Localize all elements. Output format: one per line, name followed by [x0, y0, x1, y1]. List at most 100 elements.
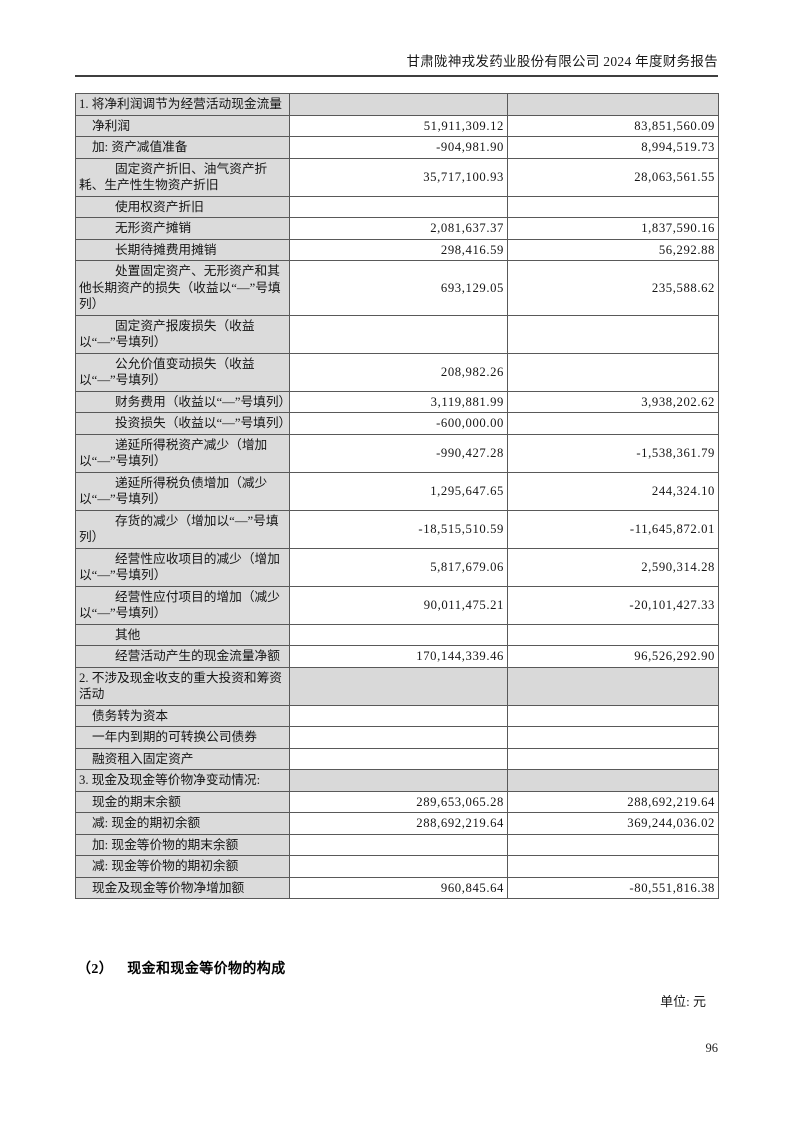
row-current-amount-cell: -904,981.90 [289, 136, 508, 159]
row-current-amount-cell: 289,653,065.28 [289, 790, 508, 813]
row-previous-amount-cell: -20,101,427.33 [507, 585, 719, 625]
row-previous-amount-cell: -1,538,361.79 [507, 433, 719, 473]
table-row: 固定资产报废损失（收益以“—”号填列） [75, 314, 719, 354]
table-row: 投资损失（收益以“—”号填列） -600,000.00 [75, 412, 719, 435]
header-rule [75, 75, 718, 77]
row-current-amount-cell: 90,011,475.21 [289, 585, 508, 625]
row-label-cell: 公允价值变动损失（收益以“—”号填列） [75, 352, 290, 392]
table-row: 净利润 51,911,309.12 83,851,560.09 [75, 114, 719, 137]
table-row: 公允价值变动损失（收益以“—”号填列） 208,982.26 [75, 352, 719, 392]
table-row: 3. 现金及现金等价物净变动情况: [75, 769, 719, 792]
row-previous-amount-cell [507, 833, 719, 856]
row-previous-amount-cell [507, 704, 719, 727]
row-label-cell: 存货的减少（增加以“—”号填列） [75, 509, 290, 549]
report-header-title: 甘肃陇神戎发药业股份有限公司 2024 年度财务报告 [406, 54, 718, 69]
row-current-amount-cell: 1,295,647.65 [289, 471, 508, 511]
row-label-cell: 债务转为资本 [75, 704, 290, 727]
row-label-cell: 减: 现金等价物的期初余额 [75, 855, 290, 878]
table-row: 无形资产摊销 2,081,637.37 1,837,590.16 [75, 217, 719, 240]
table-body: 1. 将净利润调节为经营活动现金流量 净利润 51,911,309.12 83,851… [75, 93, 719, 899]
row-previous-amount-cell: 369,244,036.02 [507, 812, 719, 835]
row-current-amount-cell [289, 93, 508, 116]
table-row: 减: 现金的期初余额 288,692,219.64 369,244,036.02 [75, 812, 719, 835]
row-label-cell: 其他 [75, 623, 290, 646]
row-previous-amount-cell: 244,324.10 [507, 471, 719, 511]
section-heading: （2） 现金和现金等价物的构成 [77, 958, 286, 978]
row-current-amount-cell: 288,692,219.64 [289, 812, 508, 835]
row-label-cell: 固定资产折旧、油气资产折耗、生产性生物资产折旧 [75, 157, 290, 197]
table-row: 递延所得税负债增加（减少以“—”号填列） 1,295,647.65 244,324.… [75, 471, 719, 511]
row-current-amount-cell: 208,982.26 [289, 352, 508, 392]
row-current-amount-cell [289, 666, 508, 706]
row-previous-amount-cell: -80,551,816.38 [507, 876, 719, 899]
section-number: （2） [77, 962, 114, 977]
row-label-cell: 经营活动产生的现金流量净额 [75, 645, 290, 668]
row-label-cell: 递延所得税负债增加（减少以“—”号填列） [75, 471, 290, 511]
row-current-amount-cell: -600,000.00 [289, 412, 508, 435]
row-current-amount-cell: 170,144,339.46 [289, 645, 508, 668]
row-current-amount-cell [289, 747, 508, 770]
row-label-cell: 融资租入固定资产 [75, 747, 290, 770]
table-row: 债务转为资本 [75, 704, 719, 727]
row-label-cell: 递延所得税资产减少（增加以“—”号填列） [75, 433, 290, 473]
table-row: 使用权资产折旧 [75, 195, 719, 218]
row-previous-amount-cell [507, 747, 719, 770]
row-previous-amount-cell: 2,590,314.28 [507, 547, 719, 587]
row-current-amount-cell: 5,817,679.06 [289, 547, 508, 587]
row-previous-amount-cell: 235,588.62 [507, 260, 719, 316]
table-row: 固定资产折旧、油气资产折耗、生产性生物资产折旧 35,717,100.93 28,0… [75, 157, 719, 197]
table-row: 经营性应收项目的减少（增加以“—”号填列） 5,817,679.06 2,590,3… [75, 547, 719, 587]
table-row: 融资租入固定资产 [75, 747, 719, 770]
row-current-amount-cell [289, 314, 508, 354]
section-title: 现金和现金等价物的构成 [127, 962, 286, 977]
row-label-cell: 加: 现金等价物的期末余额 [75, 833, 290, 856]
row-current-amount-cell [289, 855, 508, 878]
row-current-amount-cell [289, 623, 508, 646]
row-previous-amount-cell [507, 666, 719, 706]
row-label-cell: 投资损失（收益以“—”号填列） [75, 412, 291, 435]
row-current-amount-cell: -18,515,510.59 [289, 509, 508, 549]
row-previous-amount-cell [507, 726, 719, 749]
cash-flow-supplement-table: 1. 将净利润调节为经营活动现金流量 净利润 51,911,309.12 83,851… [75, 93, 719, 899]
row-previous-amount-cell [507, 93, 719, 116]
row-label-cell: 无形资产摊销 [75, 217, 290, 240]
row-label-cell: 2. 不涉及现金收支的重大投资和筹资活动 [75, 666, 290, 706]
row-label-cell: 一年内到期的可转换公司债券 [75, 726, 290, 749]
row-current-amount-cell [289, 726, 508, 749]
page-number: 96 [705, 1041, 719, 1055]
row-previous-amount-cell: 1,837,590.16 [507, 217, 719, 240]
row-label-cell: 固定资产报废损失（收益以“—”号填列） [75, 314, 290, 354]
row-previous-amount-cell [507, 314, 719, 354]
row-previous-amount-cell [507, 769, 719, 792]
table-row: 一年内到期的可转换公司债券 [75, 726, 719, 749]
row-current-amount-cell [289, 195, 508, 218]
row-label-cell: 现金及现金等价物净增加额 [75, 876, 290, 899]
row-label-cell: 1. 将净利润调节为经营活动现金流量 [75, 93, 290, 116]
row-previous-amount-cell: 83,851,560.09 [507, 114, 719, 137]
table-row: 长期待摊费用摊销 298,416.59 56,292.88 [75, 238, 719, 261]
table-row: 1. 将净利润调节为经营活动现金流量 [75, 93, 719, 116]
table-row: 减: 现金等价物的期初余额 [75, 855, 719, 878]
row-previous-amount-cell: 96,526,292.90 [507, 645, 719, 668]
row-current-amount-cell: 3,119,881.99 [289, 390, 508, 413]
row-current-amount-cell [289, 769, 508, 792]
row-label-cell: 现金的期末余额 [75, 790, 290, 813]
row-current-amount-cell: 2,081,637.37 [289, 217, 508, 240]
row-previous-amount-cell [507, 352, 719, 392]
table-row: 财务费用（收益以“—”号填列） 3,119,881.99 3,938,202.62 [75, 390, 719, 413]
row-label-cell: 经营性应付项目的增加（减少以“—”号填列） [75, 585, 290, 625]
row-previous-amount-cell: 8,994,519.73 [507, 136, 719, 159]
table-row: 其他 [75, 623, 719, 646]
row-current-amount-cell: 298,416.59 [289, 238, 508, 261]
row-previous-amount-cell: 28,063,561.55 [507, 157, 719, 197]
row-label-cell: 加: 资产减值准备 [75, 136, 290, 159]
row-previous-amount-cell: 56,292.88 [507, 238, 719, 261]
table-row: 2. 不涉及现金收支的重大投资和筹资活动 [75, 666, 719, 706]
row-current-amount-cell: 35,717,100.93 [289, 157, 508, 197]
row-label-cell: 经营性应收项目的减少（增加以“—”号填列） [75, 547, 290, 587]
row-previous-amount-cell [507, 195, 719, 218]
row-previous-amount-cell: 288,692,219.64 [507, 790, 719, 813]
row-label-cell: 财务费用（收益以“—”号填列） [75, 390, 291, 413]
row-previous-amount-cell: 3,938,202.62 [507, 390, 719, 413]
